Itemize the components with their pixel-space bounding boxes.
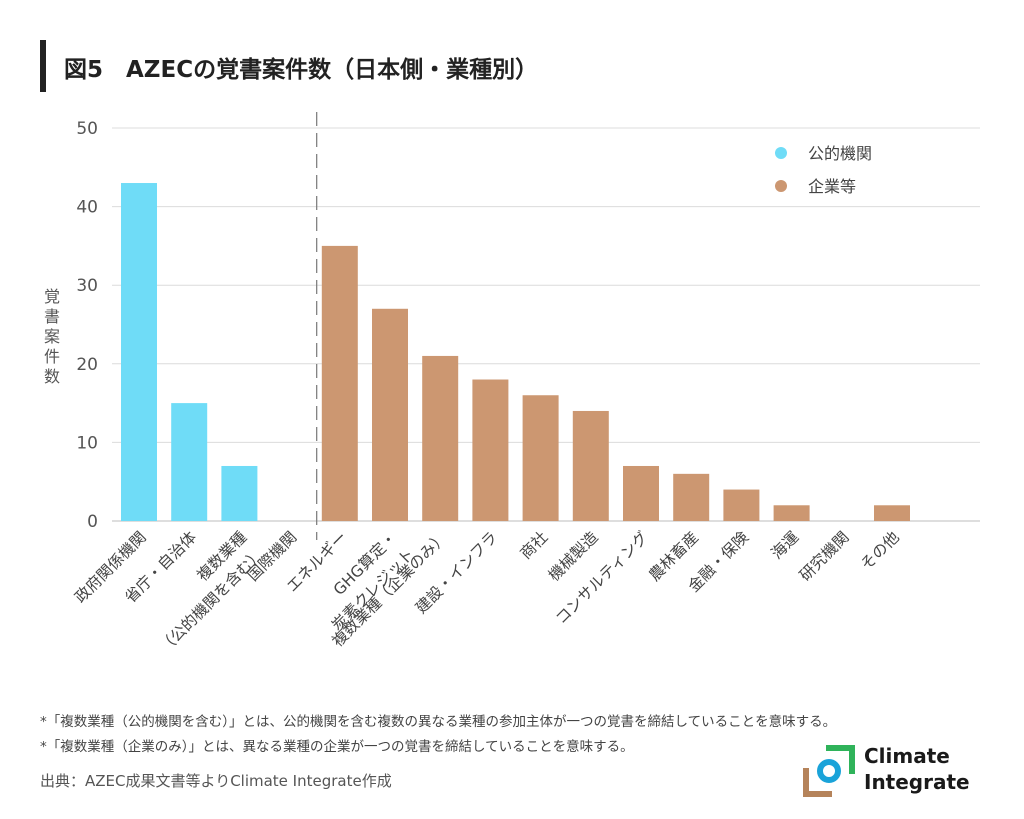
bar [121, 183, 157, 521]
bar [723, 489, 760, 521]
bar [221, 465, 258, 521]
footnote-2: *「複数業種（企業のみ）」とは、異なる業種の企業が一つの覚書を締結していることを… [40, 739, 634, 755]
legend-marker [775, 147, 787, 159]
y-tick-label: 30 [76, 276, 98, 296]
legend-label: 公的機関 [808, 144, 872, 163]
bar [572, 410, 609, 521]
bar [623, 465, 659, 521]
logo-text-line-1: Climate [864, 744, 950, 768]
logo-text-line-2: Integrate [864, 770, 970, 794]
x-tick-label: 海運 [768, 528, 803, 563]
source-note: 出典：AZEC成果文書等よりClimate Integrate作成 [40, 772, 392, 790]
y-axis-label-char: 件 [44, 347, 60, 366]
y-tick-label: 40 [76, 198, 98, 218]
bar [321, 245, 358, 521]
x-tick-label: 研究機関 [796, 528, 853, 585]
legend-label: 企業等 [808, 177, 856, 196]
x-tick-label: 商社 [517, 528, 552, 563]
footnote-1: *「複数業種（公的機関を含む）」とは、公的機関を含む複数の異なる業種の参加主体が… [40, 714, 837, 730]
y-axis-label-char: 案 [44, 327, 60, 346]
bar [673, 473, 710, 521]
bar [372, 308, 408, 521]
page-title: 図5 AZECの覚書案件数（日本側・業種別） [64, 57, 539, 83]
y-axis-label-char: 数 [44, 367, 60, 386]
climate-integrate-logo: Climate Integrate [800, 742, 990, 800]
y-axis-label-char: 書 [44, 307, 60, 326]
x-tick-label: その他 [857, 528, 903, 574]
bar [874, 505, 910, 521]
y-tick-label: 20 [76, 355, 98, 375]
bar [522, 395, 559, 521]
bar [773, 505, 810, 521]
logo-mark-icon [803, 745, 855, 797]
y-tick-label: 10 [76, 433, 98, 453]
y-tick-label: 0 [87, 512, 98, 532]
bar [171, 403, 208, 521]
y-axis-label-char: 覚 [44, 287, 60, 306]
title-accent-bar [40, 40, 46, 92]
y-tick-label: 50 [76, 119, 98, 139]
x-tick-label: コンサルティング [552, 528, 652, 628]
legend-marker [775, 180, 787, 192]
bar [422, 355, 459, 521]
bar [472, 379, 509, 521]
